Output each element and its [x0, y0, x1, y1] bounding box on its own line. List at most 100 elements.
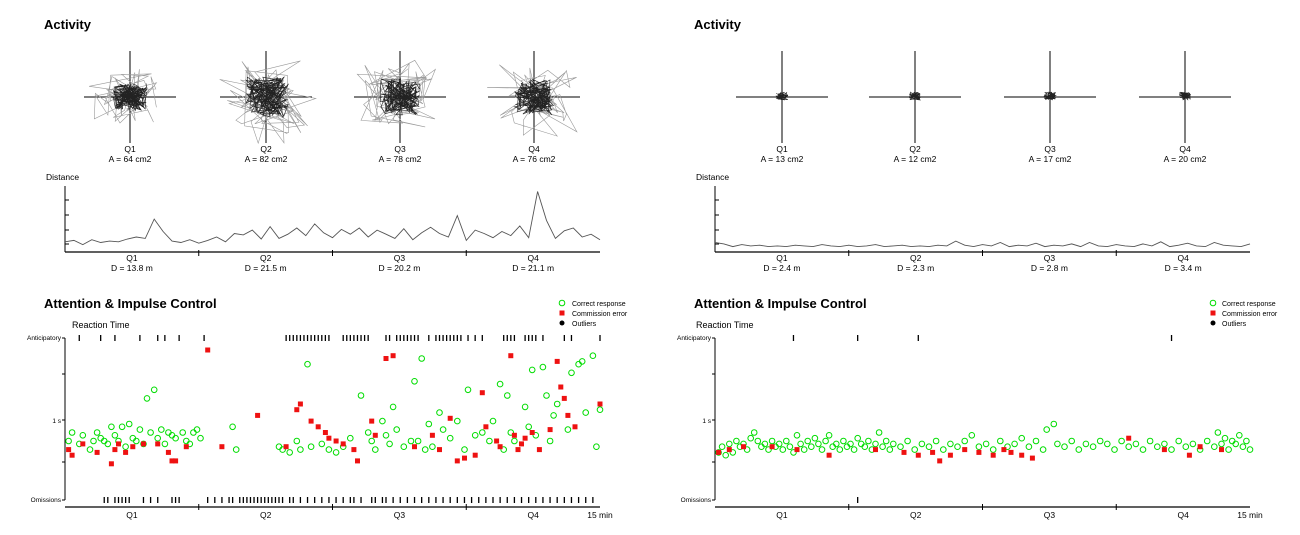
quarter-label: Q3 [1044, 510, 1056, 520]
correct-response-point [568, 369, 575, 377]
correct-response-point [754, 437, 762, 445]
correct-response-point [297, 446, 304, 453]
commission-error-point [1197, 444, 1203, 450]
correct-response-point [179, 429, 186, 436]
quarter-label: Q3 [394, 510, 406, 520]
quarter-label: Q1 [776, 253, 788, 263]
correct-response-point [357, 392, 365, 399]
quarter-label: Q1 [776, 510, 788, 520]
correct-response-point [286, 449, 294, 456]
correct-response-point [68, 429, 76, 436]
correct-response-point [79, 432, 87, 439]
correct-response-point [715, 449, 722, 456]
correct-response-point [1246, 446, 1254, 453]
quadrant-label: Q1 [124, 144, 136, 154]
correct-response-point [925, 443, 933, 451]
commission-error-point [141, 441, 146, 447]
correct-response-point [808, 443, 815, 451]
commission-error-point [369, 418, 375, 424]
correct-response-point [133, 437, 140, 445]
correct-response-point [429, 443, 436, 451]
commission-error-point [412, 444, 417, 450]
commission-error-point [322, 430, 328, 435]
commission-error-point [558, 384, 564, 390]
commission-error-point [508, 353, 514, 359]
correct-response-point [564, 426, 572, 433]
correct-response-point [882, 437, 890, 445]
commission-error-point [372, 432, 378, 438]
quarter-distance-label: D = 2.3 m [897, 263, 934, 273]
quarter-distance-label: D = 20.2 m [378, 263, 420, 273]
legend-correct-label: Correct response [572, 301, 626, 308]
correct-response-point [726, 440, 733, 448]
activity-trace-core [112, 83, 148, 112]
correct-response-point [850, 446, 858, 453]
correct-response-point [464, 386, 472, 394]
correct-response-point [1075, 446, 1083, 453]
quarter-label: Q2 [260, 510, 272, 520]
commission-error-point [123, 449, 129, 455]
correct-response-point [436, 409, 443, 416]
correct-response-point [847, 440, 854, 448]
quarter-label: Q4 [527, 253, 539, 263]
correct-response-point [154, 434, 161, 442]
quarter-distance-label: D = 21.5 m [245, 263, 287, 273]
commission-error-point [351, 447, 357, 453]
correct-response-point [229, 423, 236, 431]
correct-response-point [918, 440, 926, 448]
correct-response-point [932, 437, 940, 445]
correct-response-point [897, 443, 904, 451]
correct-response-point [414, 437, 422, 445]
commission-error-point [454, 458, 460, 464]
correct-response-point [122, 443, 129, 451]
commission-error-point [462, 455, 467, 461]
correct-response-point [1243, 437, 1250, 445]
correct-response-point [797, 440, 804, 448]
correct-response-point [425, 420, 433, 428]
correct-response-point [743, 446, 751, 453]
commission-error-point [355, 458, 360, 464]
correct-response-point [879, 443, 886, 451]
commission-error-point [283, 444, 289, 450]
correct-response-point [486, 437, 493, 445]
quarter-label: Q3 [1044, 253, 1056, 263]
correct-response-point [582, 409, 590, 416]
commission-error-point [255, 412, 261, 418]
correct-response-point [550, 412, 557, 419]
quadrant-label: Q1 [776, 144, 788, 154]
correct-response-point [496, 380, 504, 388]
correct-response-point [997, 437, 1004, 445]
correct-response-point [532, 432, 540, 439]
quarter-label: Q1 [126, 253, 138, 263]
correct-response-point [904, 437, 911, 445]
correct-response-point [825, 432, 833, 439]
correct-response-point [954, 443, 961, 451]
correct-response-point [93, 429, 101, 436]
correct-response-point [389, 403, 397, 411]
y-label-1s: 1 s [52, 418, 61, 425]
commission-error-point [990, 452, 996, 458]
commission-error-point [930, 449, 936, 455]
quadrant-area-label: A = 17 cm2 [1029, 154, 1072, 164]
correct-response-point [1239, 443, 1247, 451]
commission-error-point [511, 432, 517, 438]
quarter-label: Q2 [910, 510, 922, 520]
commission-error-point [472, 452, 478, 458]
correct-response-point [722, 451, 730, 459]
correct-response-point [407, 437, 415, 445]
legend-outliers-marker [1210, 320, 1216, 326]
activity-quadrant: Q2A = 82 cm2 [219, 51, 317, 164]
correct-response-point [822, 437, 829, 445]
commission-error-point [326, 435, 332, 441]
quarter-label: Q4 [1177, 253, 1189, 263]
correct-response-point [125, 420, 133, 428]
correct-response-point [111, 432, 119, 439]
commission-error-point [383, 356, 389, 361]
correct-response-point [446, 434, 454, 442]
activity-quadrant: Q1A = 64 cm2 [84, 51, 176, 164]
correct-response-point [818, 446, 826, 453]
correct-response-point [1214, 429, 1222, 436]
